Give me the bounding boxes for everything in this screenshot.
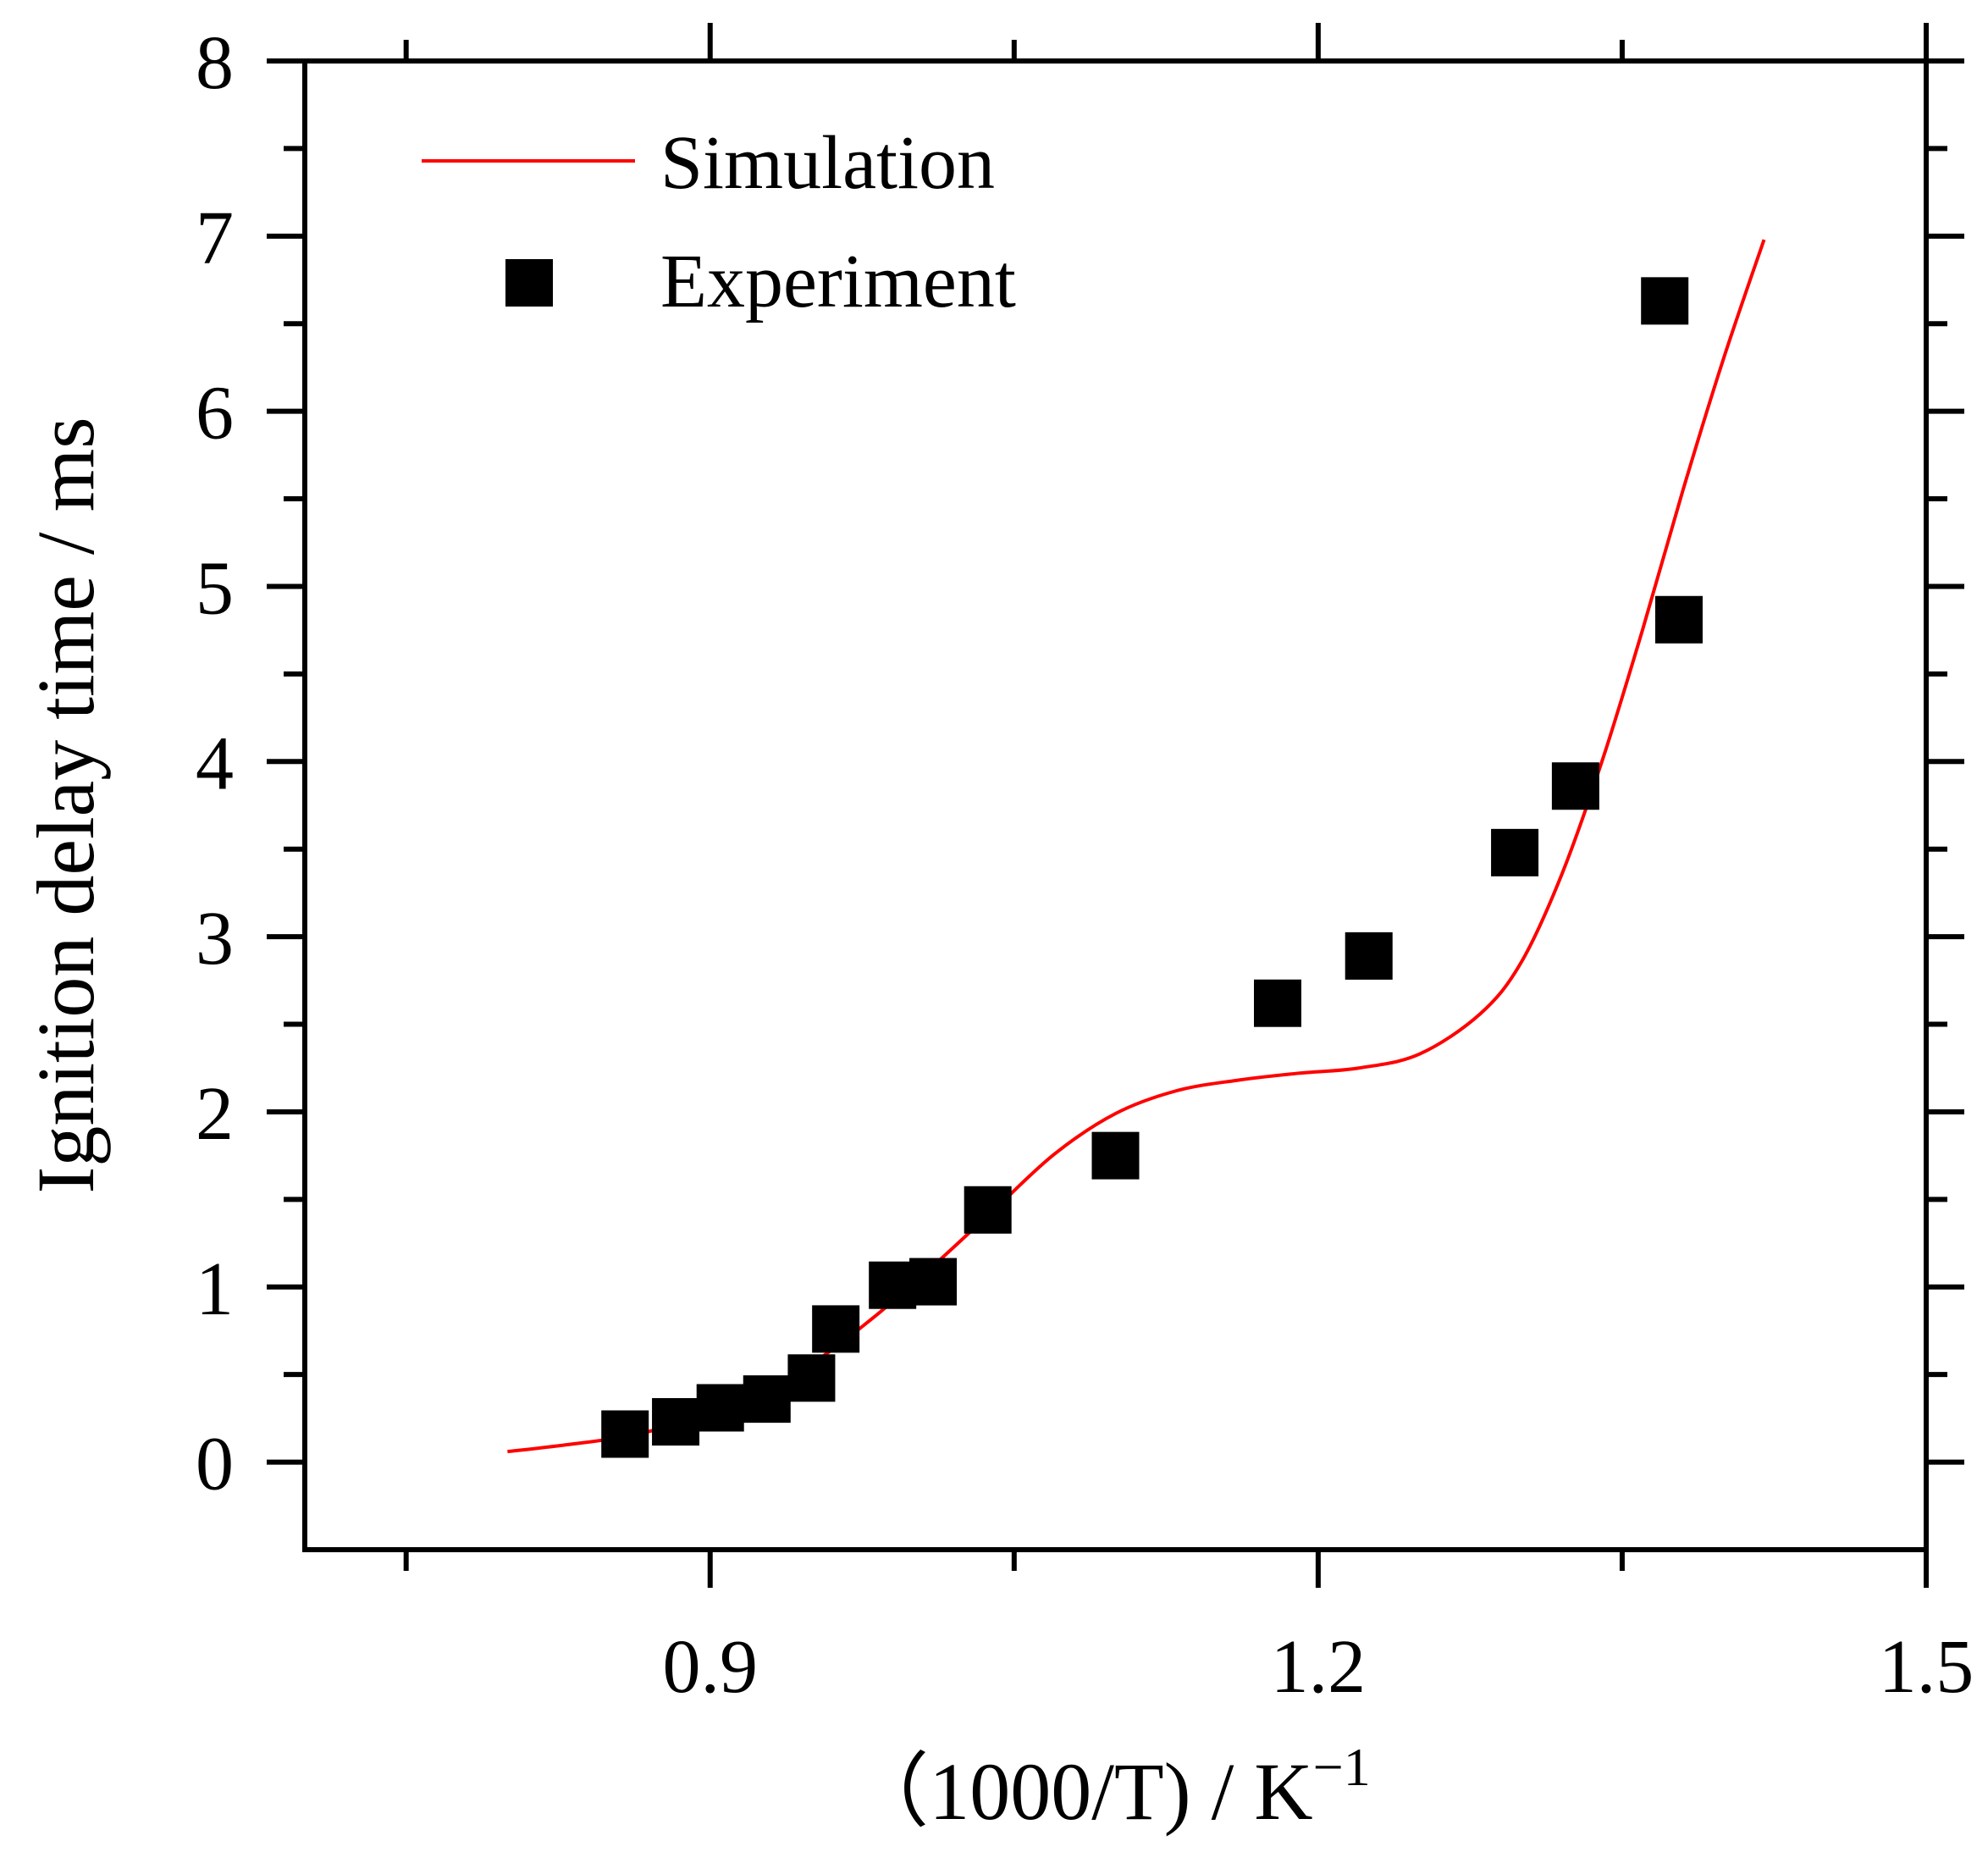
experiment-point — [1345, 932, 1393, 980]
tick-labels: 0.9 1.2 1.5 0 1 2 3 4 5 6 7 8 — [196, 21, 1974, 1709]
y-tick-label: 4 — [196, 721, 234, 805]
series-layer — [507, 239, 1766, 1458]
plot-frame — [302, 58, 1929, 1552]
x-tick-label: 0.9 — [663, 1625, 759, 1709]
experiment-point — [1091, 1131, 1140, 1180]
experiment-point — [1254, 979, 1301, 1027]
legend-label-experiment: Experiment — [660, 240, 1016, 323]
y-tick-label: 8 — [196, 21, 234, 105]
legend-marker-experiment — [505, 259, 553, 307]
x-tick-label: 1.2 — [1271, 1625, 1367, 1709]
experiment-point — [869, 1261, 917, 1309]
y-tick-label: 2 — [196, 1072, 234, 1156]
x-tick-label: 1.5 — [1879, 1625, 1974, 1709]
x-axis-title: （1000/T) / K−1 — [848, 1737, 1370, 1837]
experiment-point — [812, 1305, 860, 1353]
legend-label-simulation: Simulation — [660, 121, 995, 205]
experiment-point — [964, 1186, 1012, 1234]
simulation-line — [507, 239, 1766, 1454]
x-axis-title-main: （1000/T) / K — [848, 1746, 1312, 1837]
experiment-point — [909, 1258, 958, 1306]
experiment-point — [1641, 277, 1689, 325]
y-tick-label: 0 — [196, 1423, 234, 1506]
y-tick-label: 1 — [196, 1247, 234, 1331]
experiment-point — [601, 1410, 649, 1458]
y-tick-label: 7 — [196, 196, 234, 280]
axis-ticks — [267, 23, 1964, 1588]
experiment-point — [652, 1398, 700, 1446]
experiment-point — [1654, 595, 1703, 644]
experiment-point — [1551, 762, 1599, 810]
experiment-point — [696, 1384, 744, 1432]
y-tick-label: 3 — [196, 897, 234, 981]
experiment-point — [1491, 828, 1539, 876]
experiment-point — [743, 1375, 791, 1424]
y-tick-label: 6 — [196, 372, 234, 456]
y-axis-title: Ignition delay time / ms — [20, 417, 111, 1193]
x-axis-title-superscript: −1 — [1313, 1737, 1371, 1797]
legend: Simulation Experiment — [422, 121, 1016, 323]
y-tick-label: 5 — [196, 546, 234, 630]
experiment-point — [787, 1354, 836, 1402]
